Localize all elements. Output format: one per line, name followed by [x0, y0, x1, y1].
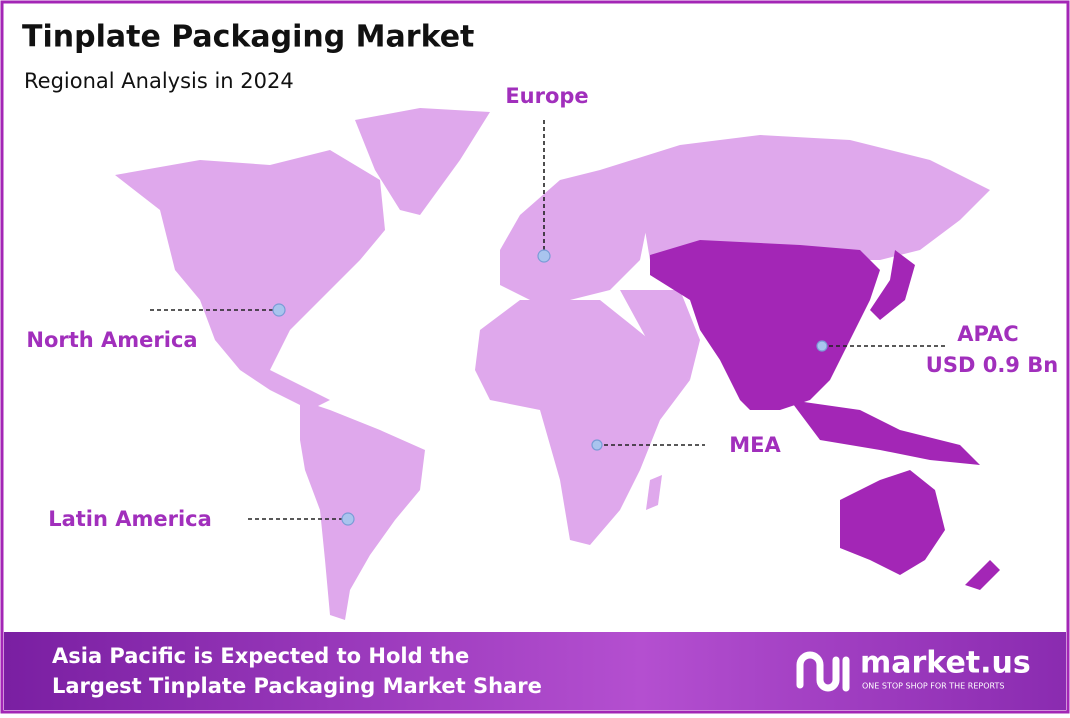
southeast-asia-islands [790, 400, 980, 465]
japan [870, 250, 915, 320]
marker [591, 439, 603, 451]
australia [840, 470, 945, 575]
greenland [355, 108, 490, 215]
marker [537, 249, 551, 263]
north-america [115, 150, 385, 410]
region-label: MEA [729, 433, 781, 457]
new-zealand [965, 560, 1000, 590]
madagascar [646, 475, 662, 510]
marker [341, 512, 355, 526]
world-map [115, 108, 1000, 620]
logo-icon [796, 651, 850, 692]
footer-band [4, 632, 1066, 710]
region-label: Europe [505, 84, 588, 108]
region-label: North America [26, 328, 197, 352]
subtitle: Regional Analysis in 2024 [24, 69, 294, 93]
middle-east [620, 290, 700, 380]
asia-pacific [650, 240, 880, 410]
marker [272, 303, 286, 317]
region-label: Latin America [48, 507, 212, 531]
region-label: APAC [957, 322, 1018, 346]
africa [475, 300, 690, 545]
region-value: USD 0.9 Bn [926, 353, 1058, 377]
footer-line: Asia Pacific is Expected to Hold the [52, 644, 469, 668]
footer-line: Largest Tinplate Packaging Market Share [52, 674, 542, 698]
north-asia [600, 135, 990, 260]
title: Tinplate Packaging Market [22, 20, 474, 55]
europe [500, 170, 650, 300]
marker [816, 340, 828, 352]
south-america [300, 400, 425, 620]
logo-name: market.us [860, 646, 1031, 681]
logo-tagline: ONE STOP SHOP FOR THE REPORTS [862, 682, 1004, 691]
